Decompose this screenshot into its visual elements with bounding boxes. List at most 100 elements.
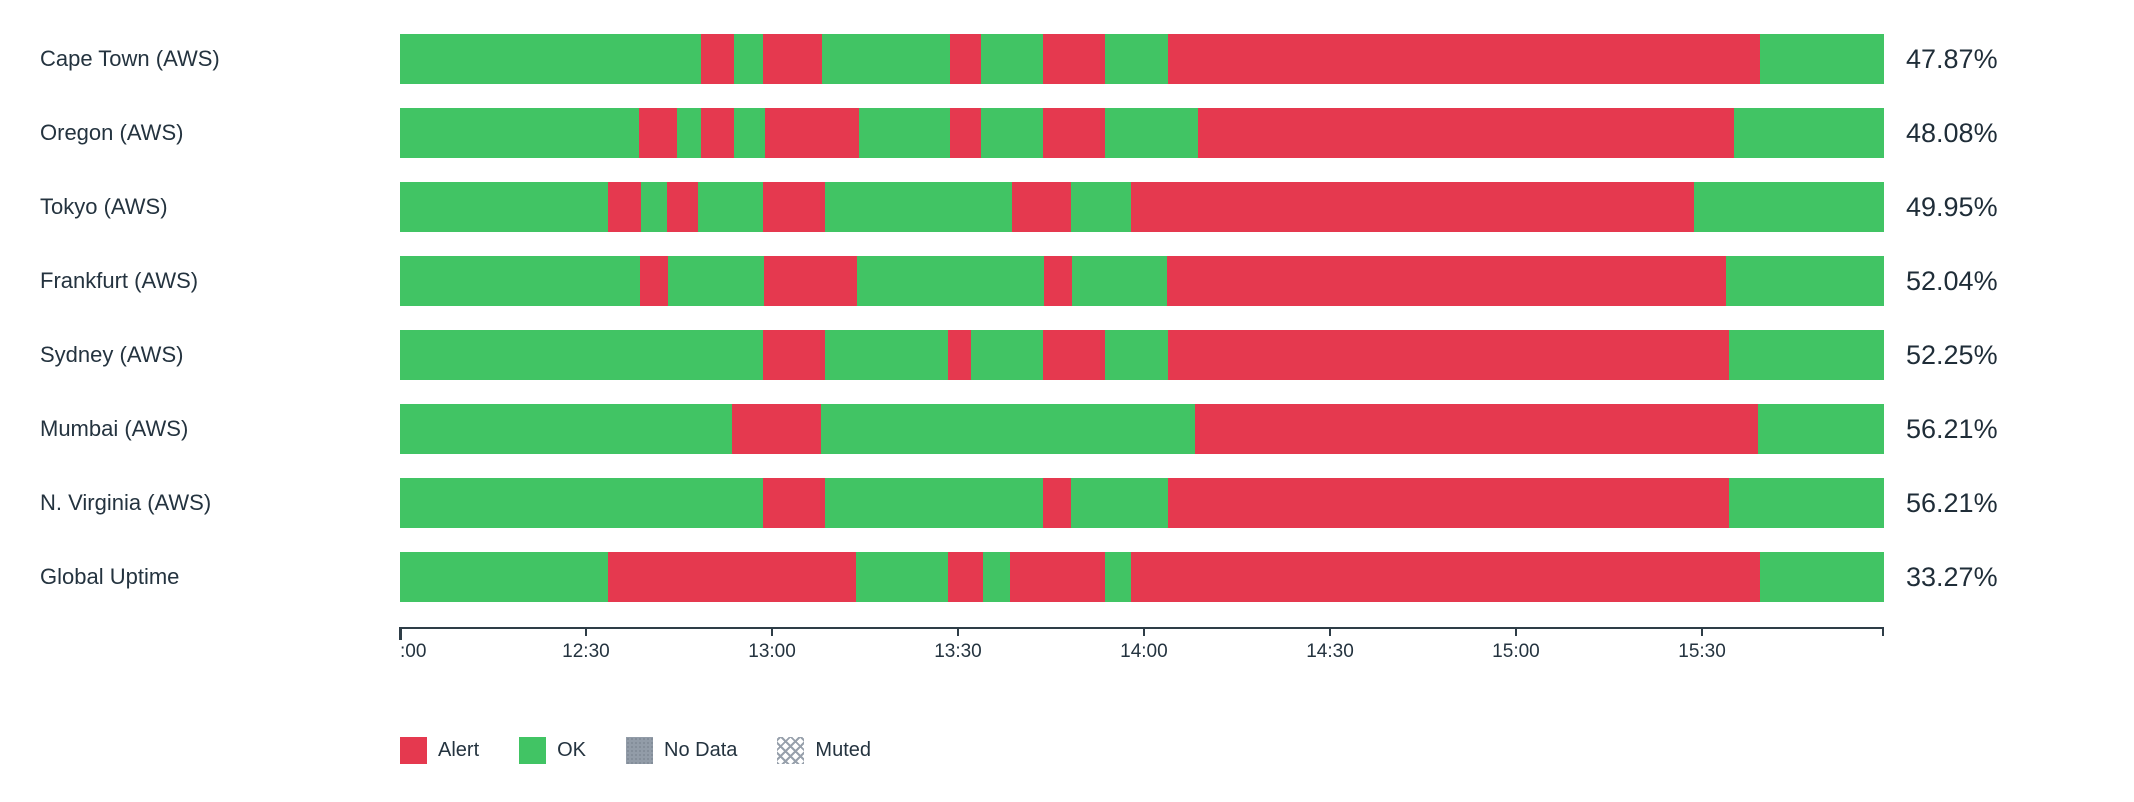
bar-segment-ok[interactable] — [400, 108, 640, 158]
bar-segment-ok[interactable] — [734, 108, 766, 158]
bar-segment-alert[interactable] — [762, 34, 822, 84]
bar-segment-ok[interactable] — [1726, 256, 1884, 306]
bar-segment-ok[interactable] — [733, 34, 763, 84]
bar-segment-ok[interactable] — [640, 182, 667, 232]
legend-label: Alert — [438, 739, 480, 761]
bar-segment-ok[interactable] — [857, 256, 1044, 306]
status-bar — [400, 256, 1884, 306]
status-bar — [400, 34, 1884, 84]
bar-segment-alert[interactable] — [948, 330, 972, 380]
bar-segment-ok[interactable] — [824, 182, 1012, 232]
bar-segment-ok[interactable] — [697, 182, 763, 232]
bar-segment-alert[interactable] — [1042, 108, 1105, 158]
bar-segment-ok[interactable] — [983, 552, 1011, 602]
bar-segment-alert[interactable] — [666, 182, 698, 232]
bar-segment-alert[interactable] — [639, 256, 668, 306]
bar-segment-ok[interactable] — [1070, 182, 1131, 232]
bar-segment-alert[interactable] — [1042, 330, 1105, 380]
bar-segment-ok[interactable] — [1733, 108, 1884, 158]
legend-item-alert[interactable]: Alert — [400, 737, 479, 764]
bar-segment-ok[interactable] — [677, 108, 702, 158]
bar-segment-alert[interactable] — [764, 256, 858, 306]
alert-swatch-icon — [400, 737, 427, 764]
bar-segment-alert[interactable] — [949, 108, 981, 158]
bar-segment-alert[interactable] — [608, 552, 857, 602]
bar-segment-ok[interactable] — [1757, 404, 1884, 454]
bar-segment-alert[interactable] — [701, 108, 735, 158]
bar-segment-ok[interactable] — [400, 478, 763, 528]
bar-segment-alert[interactable] — [765, 108, 859, 158]
axis-tick — [1142, 627, 1145, 636]
legend-item-ok[interactable]: OK — [519, 737, 586, 764]
bar-segment-ok[interactable] — [1729, 330, 1884, 380]
bar-segment-alert[interactable] — [1167, 256, 1727, 306]
bar-segment-ok[interactable] — [1729, 478, 1884, 528]
bar-segment-ok[interactable] — [825, 330, 949, 380]
bar-segment-alert[interactable] — [1010, 552, 1105, 602]
bar-segment-alert[interactable] — [949, 34, 981, 84]
bar-segment-alert[interactable] — [731, 404, 821, 454]
status-bar — [400, 182, 1884, 232]
bar-segment-alert[interactable] — [1044, 256, 1073, 306]
bar-segment-ok[interactable] — [1104, 34, 1169, 84]
bar-segment-alert[interactable] — [608, 182, 641, 232]
bar-segment-ok[interactable] — [400, 182, 609, 232]
bar-segment-alert[interactable] — [762, 478, 825, 528]
bar-segment-alert[interactable] — [948, 552, 984, 602]
bar-segment-alert[interactable] — [1197, 108, 1734, 158]
bar-segment-alert[interactable] — [1168, 34, 1760, 84]
bar-segment-ok[interactable] — [825, 478, 1043, 528]
axis-tick-label: :00 — [400, 641, 427, 662]
chart-row: N. Virginia (AWS) 56.21% — [0, 478, 2134, 528]
row-label: Cape Town (AWS) — [40, 46, 220, 71]
bar-segment-ok[interactable] — [668, 256, 764, 306]
axis-tick-label: 14:30 — [1306, 641, 1354, 662]
axis-tick-label: 14:00 — [1120, 641, 1168, 662]
bar-segment-ok[interactable] — [980, 34, 1043, 84]
bar-segment-ok[interactable] — [1104, 108, 1198, 158]
axis-start-tick — [399, 627, 402, 640]
bar-segment-ok[interactable] — [980, 108, 1043, 158]
bar-segment-alert[interactable] — [1042, 34, 1105, 84]
bar-segment-alert[interactable] — [1042, 478, 1072, 528]
bar-segment-alert[interactable] — [1194, 404, 1758, 454]
row-label: Mumbai (AWS) — [40, 416, 189, 441]
legend-label: No Data — [664, 739, 738, 761]
bar-segment-ok[interactable] — [1072, 256, 1168, 306]
bar-segment-alert[interactable] — [1130, 552, 1761, 602]
bar-segment-ok[interactable] — [1760, 552, 1884, 602]
bar-segment-ok[interactable] — [1693, 182, 1884, 232]
bar-segment-ok[interactable] — [400, 404, 732, 454]
bar-segment-alert[interactable] — [1168, 330, 1729, 380]
bar-segment-ok[interactable] — [1760, 34, 1884, 84]
bar-segment-ok[interactable] — [821, 34, 950, 84]
bar-segment-alert[interactable] — [639, 108, 678, 158]
row-label: Oregon (AWS) — [40, 120, 184, 145]
bar-segment-alert[interactable] — [762, 330, 825, 380]
status-bar — [400, 552, 1884, 602]
bar-segment-ok[interactable] — [858, 108, 950, 158]
bar-segment-alert[interactable] — [1168, 478, 1730, 528]
bar-segment-ok[interactable] — [971, 330, 1043, 380]
bar-segment-ok[interactable] — [400, 34, 701, 84]
bar-segment-alert[interactable] — [1130, 182, 1694, 232]
legend-item-nodata[interactable]: No Data — [626, 737, 737, 764]
bar-segment-ok[interactable] — [400, 330, 763, 380]
bar-segment-ok[interactable] — [1105, 552, 1131, 602]
bar-segment-ok[interactable] — [1105, 330, 1169, 380]
axis-tick-label: 12:30 — [562, 641, 610, 662]
bar-segment-ok[interactable] — [821, 404, 1195, 454]
row-label: Global Uptime — [40, 564, 180, 589]
bar-segment-ok[interactable] — [856, 552, 949, 602]
bar-segment-ok[interactable] — [400, 552, 609, 602]
bar-segment-alert[interactable] — [700, 34, 734, 84]
bar-segment-alert[interactable] — [762, 182, 825, 232]
bar-segment-ok[interactable] — [400, 256, 640, 306]
legend-item-muted[interactable]: Muted — [777, 737, 871, 764]
row-uptime-value: 48.08% — [1906, 118, 1998, 148]
bar-segment-ok[interactable] — [1071, 478, 1169, 528]
bar-segment-alert[interactable] — [1011, 182, 1071, 232]
row-uptime-value: 33.27% — [1906, 562, 1998, 592]
row-uptime-value: 52.25% — [1906, 340, 1998, 370]
